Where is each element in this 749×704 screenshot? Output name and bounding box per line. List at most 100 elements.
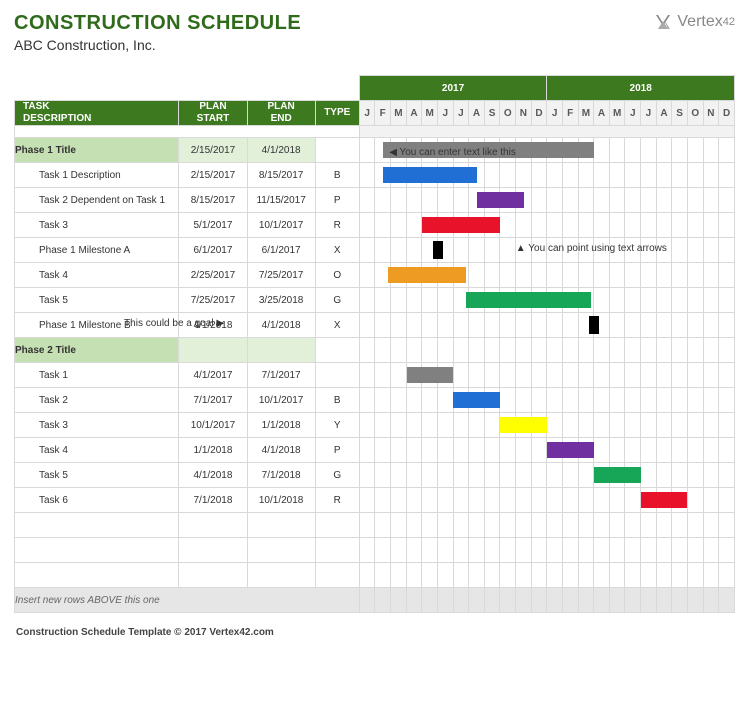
phase-row[interactable]: Phase 2 Title <box>15 338 735 363</box>
task-description[interactable] <box>15 563 179 588</box>
timeline-cell <box>375 338 391 363</box>
plan-end[interactable] <box>247 513 315 538</box>
task-type[interactable] <box>315 538 359 563</box>
task-description[interactable]: Phase 1 Title <box>15 138 179 163</box>
timeline-cell <box>531 363 547 388</box>
task-type[interactable]: X <box>315 238 359 263</box>
task-description[interactable]: Phase 2 Title <box>15 338 179 363</box>
task-type[interactable]: B <box>315 388 359 413</box>
task-description[interactable]: Task 3 <box>15 213 179 238</box>
plan-end[interactable]: 4/1/2018 <box>247 438 315 463</box>
plan-start[interactable]: 6/1/2017 <box>179 238 247 263</box>
task-row[interactable]: Phase 1 Milestone B4/1/20184/1/2018XThis… <box>15 313 735 338</box>
plan-end[interactable]: 7/1/2017 <box>247 363 315 388</box>
timeline-cell <box>531 588 547 613</box>
plan-end[interactable]: 6/1/2017 <box>247 238 315 263</box>
task-row[interactable]: Task 310/1/20171/1/2018Y <box>15 413 735 438</box>
timeline-cell <box>703 463 719 488</box>
plan-end[interactable] <box>247 563 315 588</box>
task-type[interactable] <box>315 338 359 363</box>
timeline-cell <box>500 388 516 413</box>
task-row[interactable]: Task 27/1/201710/1/2017B <box>15 388 735 413</box>
task-row[interactable]: Task 54/1/20187/1/2018G <box>15 463 735 488</box>
task-description[interactable]: Task 1 <box>15 363 179 388</box>
task-type[interactable]: Y <box>315 413 359 438</box>
task-row[interactable]: Task 67/1/201810/1/2018R <box>15 488 735 513</box>
task-row[interactable]: Task 35/1/201710/1/2017R <box>15 213 735 238</box>
task-row[interactable]: Task 1 Description2/15/20178/15/2017B <box>15 163 735 188</box>
task-row[interactable]: Task 57/25/20173/25/2018G <box>15 288 735 313</box>
task-type[interactable]: P <box>315 438 359 463</box>
task-description[interactable]: Task 6 <box>15 488 179 513</box>
plan-end[interactable]: 10/1/2017 <box>247 388 315 413</box>
plan-end[interactable]: 10/1/2017 <box>247 213 315 238</box>
task-row[interactable]: Phase 1 Milestone A6/1/20176/1/2017X▲ Yo… <box>15 238 735 263</box>
task-row[interactable]: Task 14/1/20177/1/2017 <box>15 363 735 388</box>
task-type[interactable]: P <box>315 188 359 213</box>
plan-start[interactable]: 8/15/2017 <box>179 188 247 213</box>
task-type[interactable]: O <box>315 263 359 288</box>
task-type[interactable]: G <box>315 288 359 313</box>
task-row[interactable]: Task 2 Dependent on Task 18/15/201711/15… <box>15 188 735 213</box>
task-type[interactable] <box>315 138 359 163</box>
timeline-cell <box>578 413 594 438</box>
plan-start[interactable] <box>179 338 247 363</box>
plan-end[interactable] <box>247 538 315 563</box>
plan-end[interactable]: 10/1/2018 <box>247 488 315 513</box>
task-type[interactable]: R <box>315 213 359 238</box>
task-description[interactable]: Task 2 <box>15 388 179 413</box>
plan-end[interactable]: 7/1/2018 <box>247 463 315 488</box>
plan-start[interactable]: 7/25/2017 <box>179 288 247 313</box>
task-description[interactable]: Task 4 <box>15 263 179 288</box>
plan-end[interactable] <box>247 338 315 363</box>
task-type[interactable]: G <box>315 463 359 488</box>
plan-end[interactable]: 3/25/2018 <box>247 288 315 313</box>
task-description[interactable] <box>15 513 179 538</box>
plan-start[interactable]: 7/1/2018 <box>179 488 247 513</box>
plan-end[interactable]: 1/1/2018 <box>247 413 315 438</box>
task-type[interactable]: R <box>315 488 359 513</box>
plan-start[interactable]: 1/1/2018 <box>179 438 247 463</box>
plan-start[interactable]: 5/1/2017 <box>179 213 247 238</box>
task-type[interactable]: X <box>315 313 359 338</box>
plan-start[interactable] <box>179 513 247 538</box>
plan-start[interactable]: 7/1/2017 <box>179 388 247 413</box>
plan-end[interactable]: 4/1/2018 <box>247 313 315 338</box>
footer-row[interactable]: Insert new rows ABOVE this one <box>15 588 735 613</box>
task-description[interactable]: Task 5 <box>15 288 179 313</box>
plan-end[interactable]: 7/25/2017 <box>247 263 315 288</box>
task-description[interactable]: Phase 1 Milestone A <box>15 238 179 263</box>
task-description[interactable]: Task 1 Description <box>15 163 179 188</box>
task-row[interactable] <box>15 538 735 563</box>
timeline-cell <box>594 488 610 513</box>
timeline-cell <box>500 538 516 563</box>
plan-start[interactable]: 4/1/2017 <box>179 363 247 388</box>
plan-start[interactable]: 2/25/2017 <box>179 263 247 288</box>
task-row[interactable] <box>15 513 735 538</box>
task-description[interactable]: Task 2 Dependent on Task 1 <box>15 188 179 213</box>
phase-row[interactable]: Phase 1 Title2/15/20174/1/2018◀ You can … <box>15 138 735 163</box>
plan-start[interactable] <box>179 538 247 563</box>
task-type[interactable]: B <box>315 163 359 188</box>
task-description[interactable]: Task 4 <box>15 438 179 463</box>
task-row[interactable]: Task 41/1/20184/1/2018P <box>15 438 735 463</box>
plan-start[interactable] <box>179 563 247 588</box>
timeline-cell <box>375 513 391 538</box>
task-description[interactable]: Task 5 <box>15 463 179 488</box>
task-row[interactable] <box>15 563 735 588</box>
plan-start[interactable]: 4/1/2018 <box>179 463 247 488</box>
timeline-cell <box>609 163 625 188</box>
plan-start[interactable]: 2/15/2017 <box>179 163 247 188</box>
plan-start[interactable]: 10/1/2017 <box>179 413 247 438</box>
timeline-cell <box>625 488 641 513</box>
task-type[interactable] <box>315 363 359 388</box>
plan-end[interactable]: 8/15/2017 <box>247 163 315 188</box>
task-type[interactable] <box>315 513 359 538</box>
plan-end[interactable]: 11/15/2017 <box>247 188 315 213</box>
task-type[interactable] <box>315 563 359 588</box>
plan-end[interactable]: 4/1/2018 <box>247 138 315 163</box>
task-row[interactable]: Task 42/25/20177/25/2017O <box>15 263 735 288</box>
task-description[interactable] <box>15 538 179 563</box>
plan-start[interactable]: 2/15/2017 <box>179 138 247 163</box>
task-description[interactable]: Task 3 <box>15 413 179 438</box>
